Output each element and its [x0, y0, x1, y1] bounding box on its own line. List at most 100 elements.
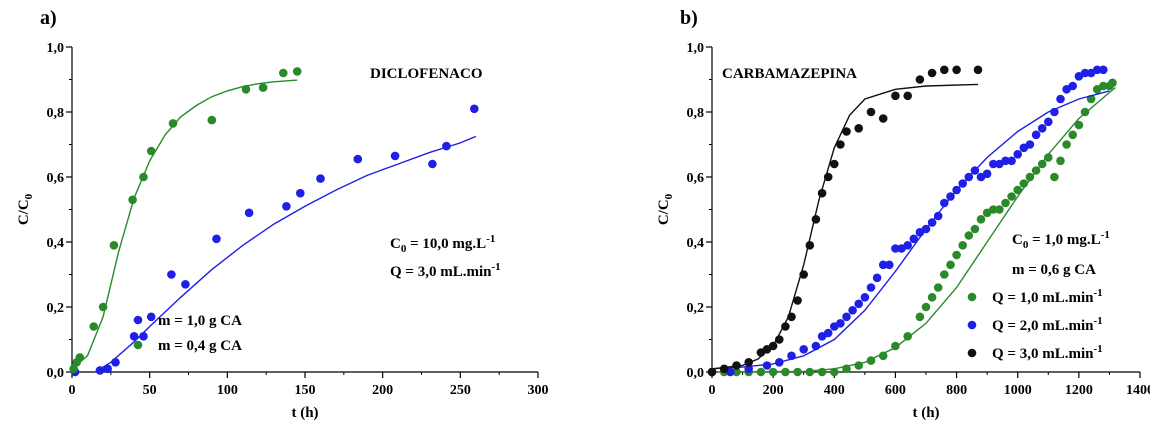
data-point [830, 159, 839, 169]
data-point [781, 322, 790, 331]
legend-marker [967, 320, 977, 330]
y-tick-label: 0,4 [687, 236, 705, 251]
data-point [744, 358, 753, 367]
data-point [146, 312, 156, 322]
data-point [442, 141, 451, 151]
x-tick-label: 200 [763, 383, 784, 398]
data-point [891, 244, 900, 253]
x-tick-label: 1200 [1065, 383, 1093, 398]
data-point [927, 68, 937, 78]
data-point [805, 367, 815, 377]
data-point [1044, 117, 1053, 127]
data-point [1013, 150, 1022, 159]
data-point [95, 366, 105, 375]
data-point [891, 341, 900, 351]
series-2 [707, 65, 1110, 377]
data-point [903, 332, 912, 341]
data-point [933, 211, 943, 221]
data-point [842, 364, 851, 374]
data-point [860, 293, 870, 302]
data-point [1025, 140, 1035, 149]
data-point [390, 151, 400, 161]
y-axis-label: C/C0 [656, 193, 675, 225]
data-point [817, 367, 827, 377]
data-point [927, 293, 937, 302]
chart-panel-a: 0 50 100 150 200 250 300 0,0 0,2 0,4 0,6 0,8 1,0 t (h… [16, 7, 549, 421]
data-point [921, 302, 931, 312]
condition-label: m = 0,6 g CA [1012, 262, 1096, 278]
data-point [244, 208, 254, 218]
data-point [241, 85, 251, 94]
data-point [973, 65, 983, 75]
x-tick-label: 150 [295, 383, 316, 398]
data-point [799, 270, 808, 279]
data-point [842, 127, 851, 136]
series-1 [70, 104, 479, 377]
data-point [995, 205, 1004, 214]
data-point [1092, 65, 1102, 75]
data-point [353, 154, 363, 164]
data-point [1001, 198, 1010, 208]
data-point [940, 270, 949, 279]
y-axis-label: C/C0 [16, 193, 35, 225]
condition-label: Q = 3,0 mL.min-1 [390, 261, 501, 280]
data-point [964, 231, 974, 240]
data-point [866, 283, 876, 292]
data-point [1080, 68, 1090, 78]
data-point [811, 215, 821, 224]
data-point [1025, 172, 1035, 182]
data-point [921, 224, 931, 234]
fit-line [711, 83, 979, 370]
data-point [1068, 130, 1077, 140]
data-point [787, 312, 796, 322]
condition-label: C0 = 10,0 mg.L-1 [390, 233, 495, 255]
data-point [958, 241, 967, 250]
legend-label: Q = 1,0 mL.min-1 [992, 287, 1103, 306]
data-point [964, 172, 974, 182]
data-point [1037, 124, 1047, 133]
data-point [946, 260, 955, 270]
data-point [69, 364, 78, 374]
data-point [866, 107, 876, 117]
data-point [167, 270, 176, 279]
x-tick-label: 0 [69, 383, 76, 398]
data-point [98, 302, 108, 312]
data-point [1056, 94, 1065, 104]
data-point [139, 172, 148, 182]
data-point [282, 202, 291, 211]
y-tick-label: 0,2 [687, 301, 705, 316]
data-point [823, 328, 833, 338]
data-point [279, 68, 288, 78]
data-point [719, 364, 729, 374]
data-point [1050, 172, 1059, 182]
data-point [927, 218, 937, 227]
x-tick-label: 50 [143, 383, 157, 398]
legend-label: Q = 3,0 mL.min-1 [992, 343, 1103, 362]
data-point [768, 341, 778, 351]
data-point [854, 124, 863, 133]
x-tick-label: 100 [217, 383, 238, 398]
data-point [866, 356, 876, 365]
data-point [168, 119, 178, 128]
data-point [1001, 156, 1010, 166]
legend-label: m = 0,4 g CA [158, 338, 242, 354]
legend-marker [967, 292, 977, 302]
fit-line [94, 135, 477, 373]
data-point [1031, 166, 1041, 175]
data-point [744, 364, 753, 374]
data-point [258, 83, 268, 92]
data-point [89, 322, 98, 331]
x-tick-label: 800 [946, 383, 967, 398]
data-point [872, 273, 882, 283]
data-point [940, 198, 949, 208]
data-point [296, 188, 305, 198]
y-tick-label: 0,8 [687, 106, 705, 121]
series-3 [707, 65, 983, 377]
y-tick-label: 0,6 [47, 171, 65, 186]
legend-marker [133, 340, 143, 350]
data-point [470, 104, 479, 114]
data-point [982, 169, 992, 179]
